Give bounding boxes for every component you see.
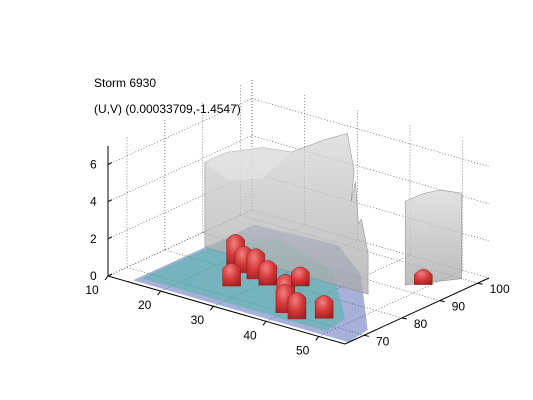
grid-line-z-back bbox=[251, 172, 490, 242]
cloud-surface-top bbox=[204, 147, 292, 181]
grid-line-z-back bbox=[251, 209, 490, 279]
chart-title: Storm 6930 bbox=[94, 76, 157, 90]
core-surface-red bbox=[291, 266, 310, 287]
y-tick bbox=[401, 317, 407, 320]
core-surface-red bbox=[222, 263, 241, 287]
z-tick bbox=[107, 199, 113, 203]
grid-line-x-floor bbox=[265, 255, 411, 322]
y-tick-label: 80 bbox=[414, 317, 428, 331]
z-tick-label: 6 bbox=[90, 158, 97, 172]
core-surface-red bbox=[287, 292, 307, 320]
x-tick-label: 20 bbox=[138, 298, 152, 312]
y-tick bbox=[363, 334, 370, 337]
x-tick bbox=[315, 336, 320, 341]
cloud-surface-tower bbox=[404, 189, 463, 286]
y-tick bbox=[439, 300, 445, 303]
x-tick-label: 10 bbox=[85, 283, 99, 297]
z-tick-label: 4 bbox=[90, 195, 97, 209]
y-tick bbox=[477, 282, 483, 285]
x-tick-label: 50 bbox=[296, 343, 310, 357]
x-axis-line bbox=[107, 275, 346, 345]
core-surface-red bbox=[414, 268, 433, 285]
grid-line-z-left bbox=[107, 98, 253, 165]
x-tick-label: 30 bbox=[191, 313, 205, 327]
x-tick bbox=[157, 290, 162, 296]
z-tick bbox=[107, 273, 113, 277]
y-tick-label: 90 bbox=[452, 300, 466, 314]
axis-layer: 0 2 4 6 10 20 30 40 50 70 80 90 100 bbox=[85, 146, 510, 357]
y-tick-label: 100 bbox=[490, 282, 510, 296]
grid-line-z-back bbox=[251, 135, 490, 205]
x-tick bbox=[262, 321, 267, 326]
x-tick bbox=[104, 275, 109, 281]
z-tick-label: 2 bbox=[90, 232, 97, 246]
grid-line-z-left bbox=[107, 135, 253, 203]
surface-layer bbox=[132, 133, 463, 343]
core-surface-red bbox=[258, 260, 278, 286]
z-tick bbox=[107, 162, 113, 166]
core-surface-red bbox=[314, 295, 334, 319]
x-tick bbox=[209, 305, 214, 311]
chart-subtitle: (U,V) (0.00033709,-1.4547) bbox=[94, 102, 241, 116]
x-tick-label: 40 bbox=[243, 328, 257, 342]
z-tick bbox=[107, 236, 113, 240]
y-axis-line bbox=[344, 277, 490, 345]
y-tick-label: 70 bbox=[376, 334, 390, 348]
grid-line-z-back bbox=[251, 98, 490, 167]
z-tick-label: 0 bbox=[90, 269, 97, 283]
